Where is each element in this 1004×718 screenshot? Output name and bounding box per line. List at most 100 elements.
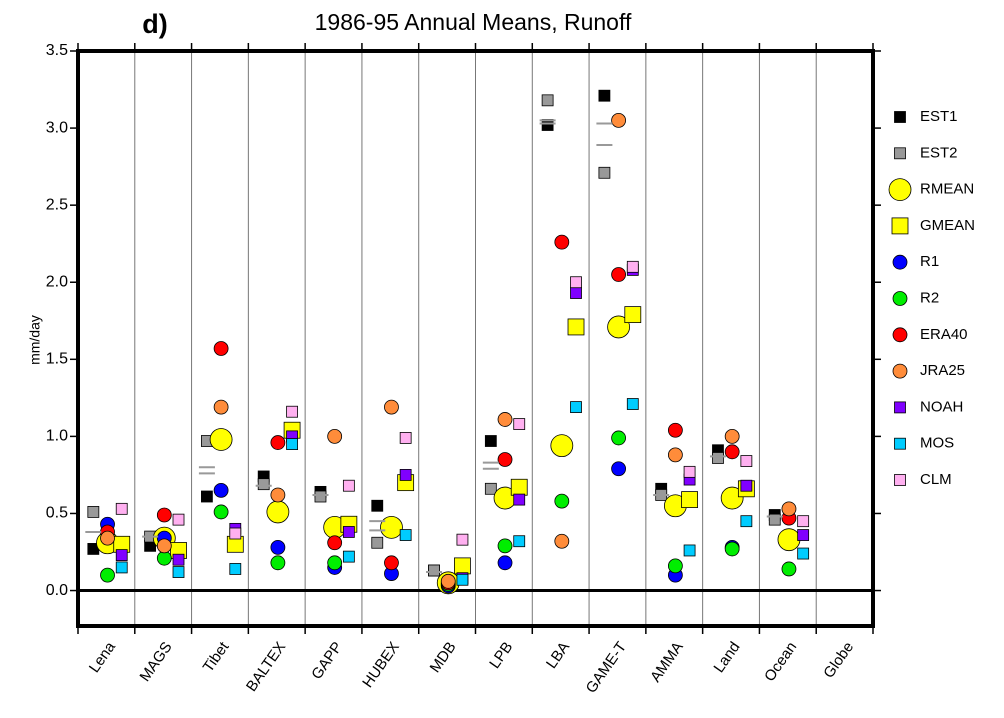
- legend-marker: [892, 254, 908, 270]
- x-tick-label: GAPP: [308, 639, 346, 683]
- marker: [115, 561, 128, 574]
- marker: [172, 566, 185, 578]
- marker: [554, 234, 570, 250]
- marker: [777, 528, 801, 552]
- marker: [513, 535, 526, 548]
- y-tick-label: 3.0: [46, 119, 68, 136]
- marker: [797, 547, 810, 560]
- marker: [428, 564, 440, 577]
- y-tick-label: 0.0: [46, 582, 68, 599]
- marker: [100, 567, 115, 583]
- y-tick-label: 1.0: [46, 428, 68, 445]
- marker: [213, 504, 229, 520]
- marker: [740, 479, 753, 492]
- marker: [213, 399, 229, 415]
- marker: [380, 515, 403, 539]
- legend-marker: [894, 437, 906, 450]
- legend-marker: [892, 291, 908, 306]
- marker: [768, 513, 781, 526]
- plot-frame: [76, 49, 875, 628]
- marker: [172, 513, 185, 526]
- marker: [286, 405, 298, 418]
- marker: [567, 318, 585, 336]
- marker: [257, 478, 270, 491]
- marker: [456, 573, 469, 586]
- marker: [683, 465, 696, 478]
- marker: [209, 428, 233, 451]
- marker: [667, 447, 683, 463]
- x-tick-label: Tibet: [200, 638, 233, 675]
- marker: [781, 561, 797, 577]
- marker: [724, 541, 740, 557]
- marker: [342, 479, 355, 492]
- marker: [213, 341, 229, 356]
- marker: [399, 432, 412, 444]
- marker: [513, 493, 526, 506]
- marker: [384, 555, 399, 571]
- marker: [342, 550, 355, 563]
- marker: [371, 499, 384, 512]
- marker: [456, 533, 469, 546]
- marker: [156, 507, 172, 523]
- marker: [513, 418, 526, 430]
- marker: [270, 539, 286, 555]
- x-tick-label: HUBEX: [359, 639, 403, 691]
- marker: [626, 260, 639, 273]
- marker: [371, 536, 384, 549]
- legend-marker: [894, 147, 906, 160]
- x-tick-label: Lena: [86, 638, 119, 676]
- marker: [570, 287, 582, 299]
- marker: [384, 399, 399, 415]
- marker: [781, 501, 797, 517]
- marker: [497, 538, 513, 554]
- marker: [724, 428, 740, 444]
- marker: [115, 502, 128, 515]
- marker: [667, 422, 683, 438]
- marker: [213, 482, 229, 498]
- marker: [229, 563, 242, 575]
- marker: [681, 491, 698, 508]
- marker: [720, 486, 744, 510]
- marker: [611, 267, 626, 282]
- x-tick-label: Ocean: [761, 639, 800, 685]
- marker: [270, 555, 286, 571]
- y-tick-label: 2.0: [46, 273, 68, 290]
- marker: [266, 500, 290, 524]
- legend-label: CLM: [920, 471, 952, 488]
- marker: [497, 412, 513, 427]
- marker: [740, 455, 753, 467]
- legend-marker: [894, 474, 906, 486]
- marker: [327, 555, 343, 571]
- marker: [314, 490, 327, 503]
- x-tick-label: BALTEX: [243, 639, 289, 695]
- marker: [510, 478, 528, 496]
- marker: [497, 452, 513, 467]
- legend-label: RMEAN: [920, 181, 974, 198]
- x-tick-label: GAME-T: [583, 639, 630, 697]
- marker: [440, 573, 456, 589]
- marker: [342, 526, 355, 538]
- marker: [611, 112, 626, 128]
- marker: [598, 166, 611, 179]
- marker: [156, 550, 172, 566]
- y-tick-label: 3.5: [46, 42, 68, 59]
- x-tick-label: MDB: [427, 639, 460, 676]
- x-tick-label: Globe: [820, 639, 857, 682]
- marker: [454, 557, 471, 575]
- legend-label: GMEAN: [920, 217, 975, 234]
- y-tick-label: 0.5: [46, 505, 68, 522]
- marker: [484, 482, 497, 495]
- marker: [550, 434, 574, 458]
- legend-label: EST2: [920, 144, 958, 161]
- legend-label: NOAH: [920, 398, 963, 415]
- legend-marker: [891, 217, 909, 235]
- legend-label: EST1: [920, 108, 958, 125]
- marker: [554, 493, 570, 509]
- marker: [229, 527, 242, 540]
- y-axis-label: mm/day: [27, 315, 43, 365]
- marker: [399, 529, 412, 541]
- legend-label: R2: [920, 289, 939, 306]
- marker: [172, 553, 185, 566]
- legend-label: R1: [920, 253, 939, 270]
